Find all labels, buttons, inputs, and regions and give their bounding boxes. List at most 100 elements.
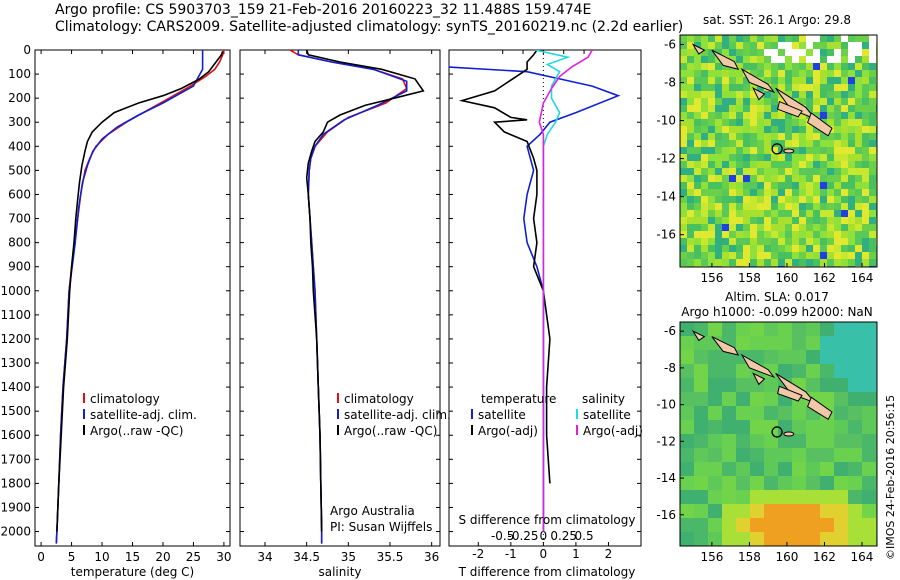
sla-map-cell <box>736 532 750 546</box>
sst-map-cell <box>841 154 848 161</box>
diff-s-tick-label: 0 <box>540 529 548 543</box>
sst-map-cell <box>841 119 848 126</box>
sla-map-cell <box>876 462 877 476</box>
sla-map-cell <box>680 476 694 490</box>
sst-map-cell <box>757 147 764 154</box>
sst-map-cell <box>680 119 687 126</box>
sla-map-cell <box>736 322 750 336</box>
sst-map-cell <box>834 70 841 77</box>
sst-map-cell <box>757 70 764 77</box>
sst-map-cell <box>701 189 708 196</box>
sla-map-cell <box>792 406 806 420</box>
sst-map-cell <box>799 56 806 63</box>
sst-map-cell <box>799 42 806 49</box>
sla-map-cell <box>708 532 722 546</box>
sla-map-cell <box>750 406 764 420</box>
sst-map-cell <box>708 252 715 259</box>
sst-map-cell <box>722 231 729 238</box>
sla-map-cell <box>778 406 792 420</box>
sst-map-cell <box>708 196 715 203</box>
depth-tick-label: 400 <box>8 139 31 153</box>
sla-map-cell <box>778 532 792 546</box>
sst-map-cell <box>750 217 757 224</box>
sst-map-cell <box>687 105 694 112</box>
sla-map-cell <box>708 350 722 364</box>
sst-map-cell <box>855 77 862 84</box>
sst-map-cell <box>687 238 694 245</box>
sla-map-cell <box>736 378 750 392</box>
sla-map-cell <box>764 490 778 504</box>
sst-map-cell <box>715 175 722 182</box>
sst-map-cell <box>799 161 806 168</box>
sst-map-cell <box>694 112 701 119</box>
sla-map-cell <box>862 392 876 406</box>
sst-map-cell <box>757 161 764 168</box>
sst-map-cell <box>813 238 820 245</box>
sst-map-cell <box>813 105 820 112</box>
sst-map-cell <box>862 133 869 140</box>
sst-map-cell <box>862 154 869 161</box>
sst-map-cell <box>708 133 715 140</box>
sst-map-cell <box>771 196 778 203</box>
sst-map-cell <box>736 154 743 161</box>
sla-map-cell <box>792 336 806 350</box>
sst-map-cell <box>736 161 743 168</box>
sla-map-cell <box>694 364 708 378</box>
sla-map-cell <box>862 504 876 518</box>
sst-map-cell <box>771 259 778 266</box>
salinity-legend-label: climatology <box>344 392 414 406</box>
sst-map-lon-label: 164 <box>851 271 874 285</box>
sst-map-cell <box>820 154 827 161</box>
sst-map-cell <box>708 77 715 84</box>
sst-map-cell <box>855 245 862 252</box>
sst-map-cell <box>785 42 792 49</box>
sst-map-cell <box>869 70 876 77</box>
sst-map-cell <box>680 182 687 189</box>
sst-map-cell <box>764 63 771 70</box>
sst-map-cell <box>799 140 806 147</box>
sst-map-cell <box>869 77 876 84</box>
sla-map-cell <box>764 392 778 406</box>
sst-map-cell <box>778 98 785 105</box>
sst-map-cell <box>841 217 848 224</box>
sst-map-cell <box>848 35 855 42</box>
sst-map-cell <box>834 182 841 189</box>
sst-map-cell <box>785 63 792 70</box>
salinity-x-tick-label: 35 <box>341 550 356 564</box>
sst-map-cell <box>841 210 848 217</box>
sla-map-field <box>680 322 877 546</box>
sst-map-cell <box>722 175 729 182</box>
sst-map-cell <box>827 35 834 42</box>
sst-map-cell <box>848 224 855 231</box>
sst-map-cell <box>806 84 813 91</box>
sst-map-cell <box>736 224 743 231</box>
sst-map-cell <box>778 203 785 210</box>
sst-map-cell <box>806 189 813 196</box>
sst-map-cell <box>855 91 862 98</box>
sst-map-cell <box>722 210 729 217</box>
sst-map-cell <box>680 133 687 140</box>
sst-map-cell <box>743 168 750 175</box>
sst-map-cell <box>750 112 757 119</box>
sst-map-cell <box>827 203 834 210</box>
temperature-legend-label: Argo(..raw -QC) <box>90 424 183 438</box>
sst-map-cell <box>841 98 848 105</box>
sst-map-cell <box>869 161 876 168</box>
sst-map-cell <box>813 182 820 189</box>
sst-map-cell <box>813 112 820 119</box>
sla-map-cell <box>876 350 877 364</box>
sst-map-cell <box>862 112 869 119</box>
sst-map-cell <box>841 161 848 168</box>
sst-map-cell <box>848 119 855 126</box>
sla-map-cell <box>876 434 877 448</box>
sla-map-cell <box>862 476 876 490</box>
sst-map-cell <box>820 49 827 56</box>
sst-map-cell <box>785 133 792 140</box>
sst-map-cell <box>743 98 750 105</box>
sst-map-cell <box>834 238 841 245</box>
sst-map-cell <box>680 98 687 105</box>
sst-map-cell <box>806 203 813 210</box>
sst-map-cell <box>834 252 841 259</box>
sst-map-cell <box>771 189 778 196</box>
salinity-x-tick-label: 36 <box>424 550 439 564</box>
